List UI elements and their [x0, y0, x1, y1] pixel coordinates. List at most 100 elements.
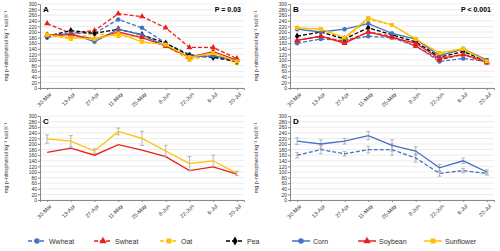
tick: 0: [34, 85, 40, 91]
tick: 25-May: [130, 200, 147, 220]
tick-label: 140: [279, 46, 288, 52]
series-line: [297, 28, 487, 62]
grid-line: [290, 15, 494, 16]
tick: 180: [279, 35, 290, 41]
legend-marker: [363, 237, 370, 243]
series-line: [47, 33, 237, 61]
legend-entry: Oat: [160, 238, 192, 245]
tick-mark: [38, 66, 40, 67]
marker: [187, 55, 192, 60]
tick: 30-Mar: [286, 200, 303, 220]
legend-marker: [431, 239, 436, 244]
grid-line: [40, 116, 244, 117]
tick-mark: [38, 150, 40, 151]
series-line: [47, 29, 237, 61]
marker: [163, 24, 169, 29]
tick-label: 180: [279, 147, 288, 153]
marker: [366, 16, 370, 20]
tick: 240: [279, 18, 290, 24]
tick-label: 260: [279, 12, 288, 18]
tick-label: 180: [279, 35, 288, 41]
tick-label: 200: [279, 29, 288, 35]
marker: [319, 27, 323, 31]
tick: 140: [279, 46, 290, 52]
tick-label: 220: [29, 24, 38, 30]
tick-mark: [47, 88, 48, 90]
y-axis: 0204060801001201401601802002202402602803…: [29, 1, 41, 91]
tick-mark: [38, 161, 40, 162]
tick-mark: [439, 200, 440, 202]
tick-mark: [288, 26, 290, 27]
tick-label: 220: [279, 136, 288, 142]
tick-label: 160: [279, 40, 288, 46]
grid-line: [40, 76, 244, 77]
tick-label: 30-Mar: [286, 91, 303, 108]
tick: 27-Apr: [334, 88, 350, 107]
tick: 20: [31, 80, 40, 86]
tick: 60: [281, 68, 290, 74]
tick-mark: [38, 116, 40, 117]
series-line: [47, 145, 237, 175]
axis-line: [288, 5, 291, 89]
tick: 20: [281, 192, 290, 198]
tick-mark: [38, 178, 40, 179]
legend-marker: [232, 236, 237, 245]
legend-marker: [99, 237, 106, 243]
tick-mark: [416, 88, 417, 90]
tick-label: 6-Jul: [206, 91, 219, 104]
tick: 20: [31, 192, 40, 198]
tick-mark: [288, 77, 290, 78]
tick: 11-May: [107, 200, 124, 220]
tick-label: 25-May: [380, 203, 397, 220]
tick: 240: [29, 130, 40, 136]
marker: [139, 34, 145, 39]
grid-line: [290, 132, 494, 133]
tick-mark: [38, 122, 40, 123]
legend-marker: [34, 238, 40, 244]
panel: 0204060801001201401601802002202402602803…: [253, 113, 495, 220]
tick-mark: [38, 21, 40, 22]
tick-label: 300: [29, 113, 38, 119]
tick-mark: [288, 82, 290, 83]
tick-label: 300: [279, 113, 288, 119]
tick-mark: [142, 88, 143, 90]
tick-label: 300: [29, 1, 38, 7]
series-line: [47, 32, 237, 60]
tick-label: 25-May: [130, 91, 147, 108]
tick: 80: [281, 175, 290, 181]
tick-label: 11-May: [357, 203, 374, 220]
marker: [93, 37, 97, 41]
marker: [437, 51, 441, 55]
marker: [342, 27, 347, 32]
tick: 22-Jun: [429, 88, 445, 107]
tick-mark: [166, 88, 167, 90]
grid-line: [40, 20, 244, 21]
tick-label: 8-Jun: [157, 91, 171, 105]
tick: 140: [29, 46, 40, 52]
legend-label: Wwheat: [49, 238, 74, 245]
tick: 200: [29, 29, 40, 35]
tick: 30-Mar: [36, 200, 53, 220]
panel-title: A: [43, 5, 49, 14]
marker: [116, 17, 121, 22]
marker: [365, 28, 371, 33]
marker: [390, 23, 394, 27]
marker: [69, 31, 74, 36]
tick: 22-Jun: [429, 200, 445, 219]
panel: 0204060801001201401601802002202402602803…: [3, 113, 245, 220]
tick: 60: [31, 68, 40, 74]
tick-mark: [487, 200, 488, 202]
marker: [318, 33, 324, 38]
grid-line: [40, 127, 244, 128]
marker: [69, 36, 73, 40]
tick-label: 280: [279, 119, 288, 125]
axis-line: [291, 89, 495, 91]
tick: 27-Apr: [84, 200, 100, 219]
tick-mark: [392, 200, 393, 202]
marker: [460, 51, 466, 56]
grid: [290, 116, 494, 200]
tick: 220: [279, 24, 290, 30]
tick: 160: [29, 40, 40, 46]
tick-mark: [288, 116, 290, 117]
tick-label: 200: [279, 141, 288, 147]
